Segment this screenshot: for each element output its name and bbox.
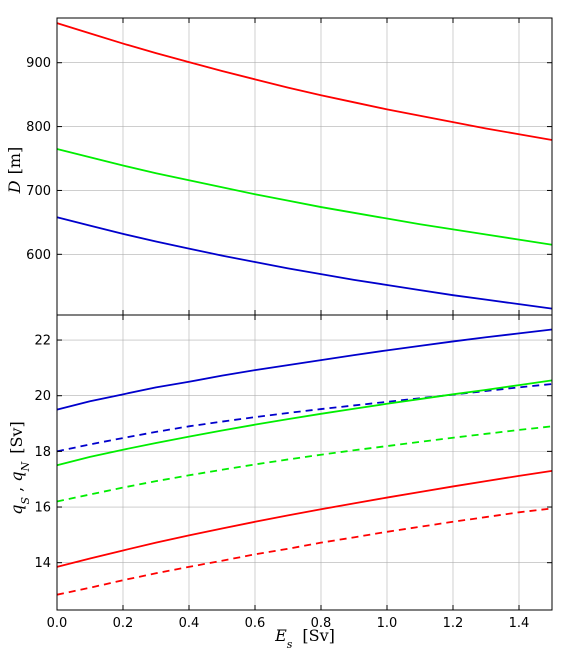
- series-line-2: [56, 148, 553, 246]
- y-tick-label: 16: [34, 501, 51, 516]
- series-line-3: [56, 216, 553, 310]
- y-tick-label: 900: [26, 56, 51, 71]
- bottom-ylabel: qS , qN[Sv]: [7, 421, 32, 514]
- x-tick-label: 0.6: [245, 616, 266, 631]
- y-tick-label: 800: [26, 120, 51, 135]
- panel-q-vs-es: 14 16 18 20 22 0.0 0.2 0.4 0.6 0.8 1.0 1.2 1.4: [34, 314, 553, 631]
- series-line-3: [56, 379, 553, 467]
- x-tick-label: 1.0: [377, 616, 398, 631]
- x-tick-label: 1.4: [509, 616, 530, 631]
- series-line-1: [56, 328, 553, 411]
- series-line-5: [56, 469, 553, 568]
- y-tick-label: 22: [34, 334, 51, 349]
- y-tick-label: 18: [34, 445, 51, 460]
- series-line-2: [56, 383, 553, 453]
- series-line-6: [56, 507, 553, 596]
- y-tick-label: 20: [34, 389, 51, 404]
- plot-frame: [56, 314, 553, 611]
- bottom-xlabel: Es [Sv]: [274, 626, 335, 651]
- x-tick-label: 0.4: [179, 616, 200, 631]
- x-tick-label: 0.0: [47, 616, 68, 631]
- x-tick-label: 1.2: [443, 616, 464, 631]
- series-line-1: [56, 22, 553, 141]
- x-tick-label: 0.8: [311, 616, 332, 631]
- y-tick-label: 600: [26, 248, 51, 263]
- x-tick-label: 0.2: [113, 616, 134, 631]
- top-ylabel: D[m]: [5, 147, 24, 194]
- y-tick-label: 700: [26, 184, 51, 199]
- y-tick-label: 14: [34, 556, 51, 571]
- series-line-4: [56, 425, 553, 503]
- panel-d-vs-es: 600 700 800 900: [26, 17, 553, 316]
